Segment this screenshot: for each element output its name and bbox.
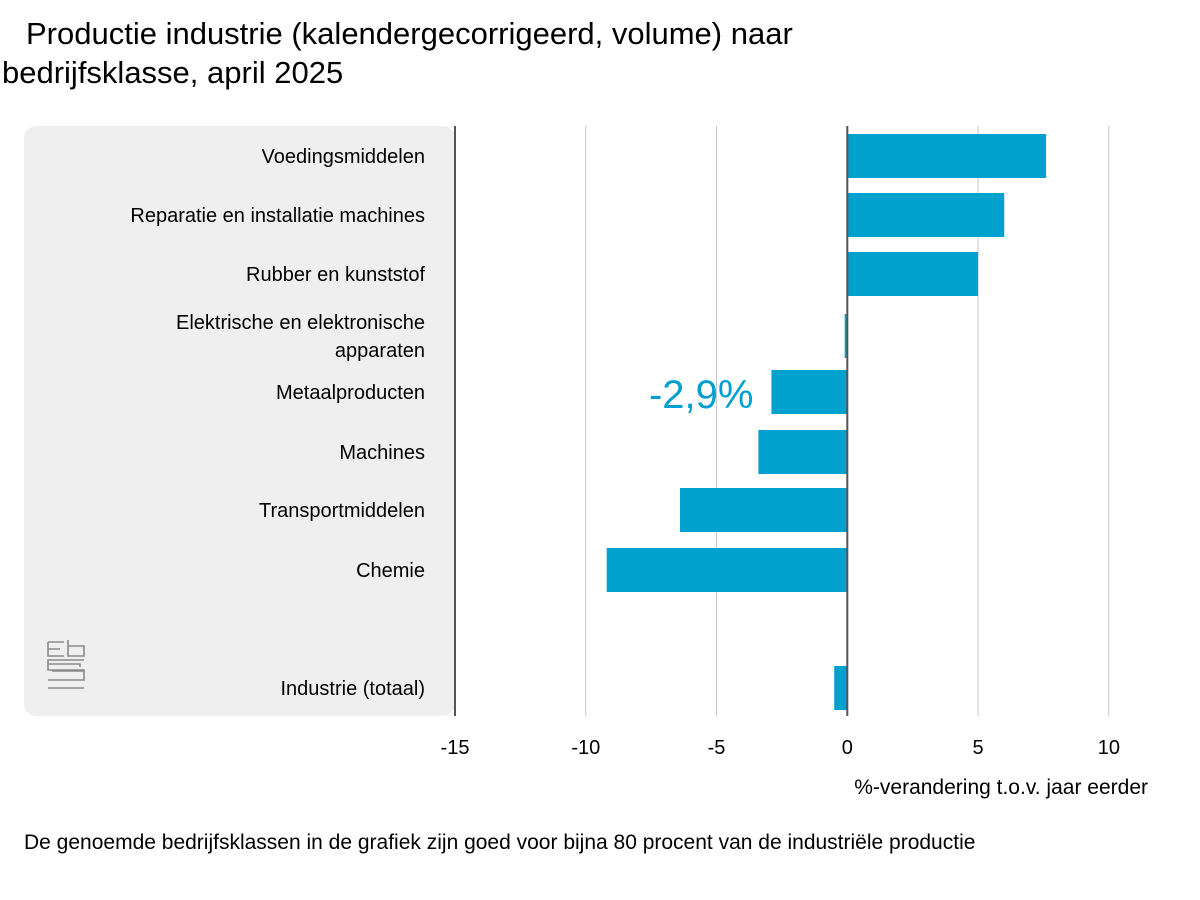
x-tick-label: -5 — [708, 737, 726, 759]
bar — [834, 666, 848, 710]
x-tick-label: 5 — [973, 737, 984, 759]
chart-title-line-2: bedrijfsklasse, april 2025 — [2, 55, 344, 90]
bar — [771, 370, 848, 414]
category-label: Metaalproducten — [276, 382, 425, 404]
category-label: Rubber en kunststof — [246, 264, 425, 286]
category-label: Industrie (totaal) — [280, 678, 425, 700]
x-tick-label: 10 — [1098, 737, 1120, 759]
bar — [679, 488, 848, 532]
highlight-value-label: -2,9% — [649, 373, 754, 417]
bar — [606, 548, 848, 592]
bar — [844, 314, 848, 358]
x-tick-label: -10 — [571, 737, 600, 759]
category-label: Transportmiddelen — [259, 500, 425, 522]
category-label: Voedingsmiddelen — [262, 146, 425, 168]
cbs-logo-icon — [47, 640, 85, 689]
category-label: Reparatie en installatie machines — [130, 205, 425, 227]
axes — [454, 126, 849, 716]
category-label: Chemie — [356, 560, 425, 582]
category-label: Machines — [339, 442, 425, 464]
chart-title-line-1: Productie industrie (kalendergecorrigeer… — [26, 16, 793, 51]
chart-title: Productie industrie (kalendergecorrigeer… — [2, 14, 1002, 92]
footnote: De genoemde bedrijfsklassen in de grafie… — [24, 831, 976, 854]
bar — [847, 252, 979, 296]
x-tick-label: 0 — [842, 737, 853, 759]
x-axis-label: %-verandering t.o.v. jaar eerder — [854, 776, 1148, 799]
label-panel — [24, 126, 455, 716]
category-label: apparaten — [335, 340, 425, 362]
x-tick-labels: -15 -10 -5 0 5 10 — [441, 737, 1120, 759]
bar — [847, 134, 1047, 178]
bar — [758, 430, 848, 474]
bars — [606, 134, 1047, 710]
category-labels: Voedingsmiddelen Reparatie en installatie… — [130, 146, 425, 700]
annotations: -2,9% — [649, 373, 754, 417]
bar — [847, 193, 1005, 237]
category-label: Elektrische en elektronische — [176, 312, 425, 334]
x-tick-label: -15 — [441, 737, 470, 759]
